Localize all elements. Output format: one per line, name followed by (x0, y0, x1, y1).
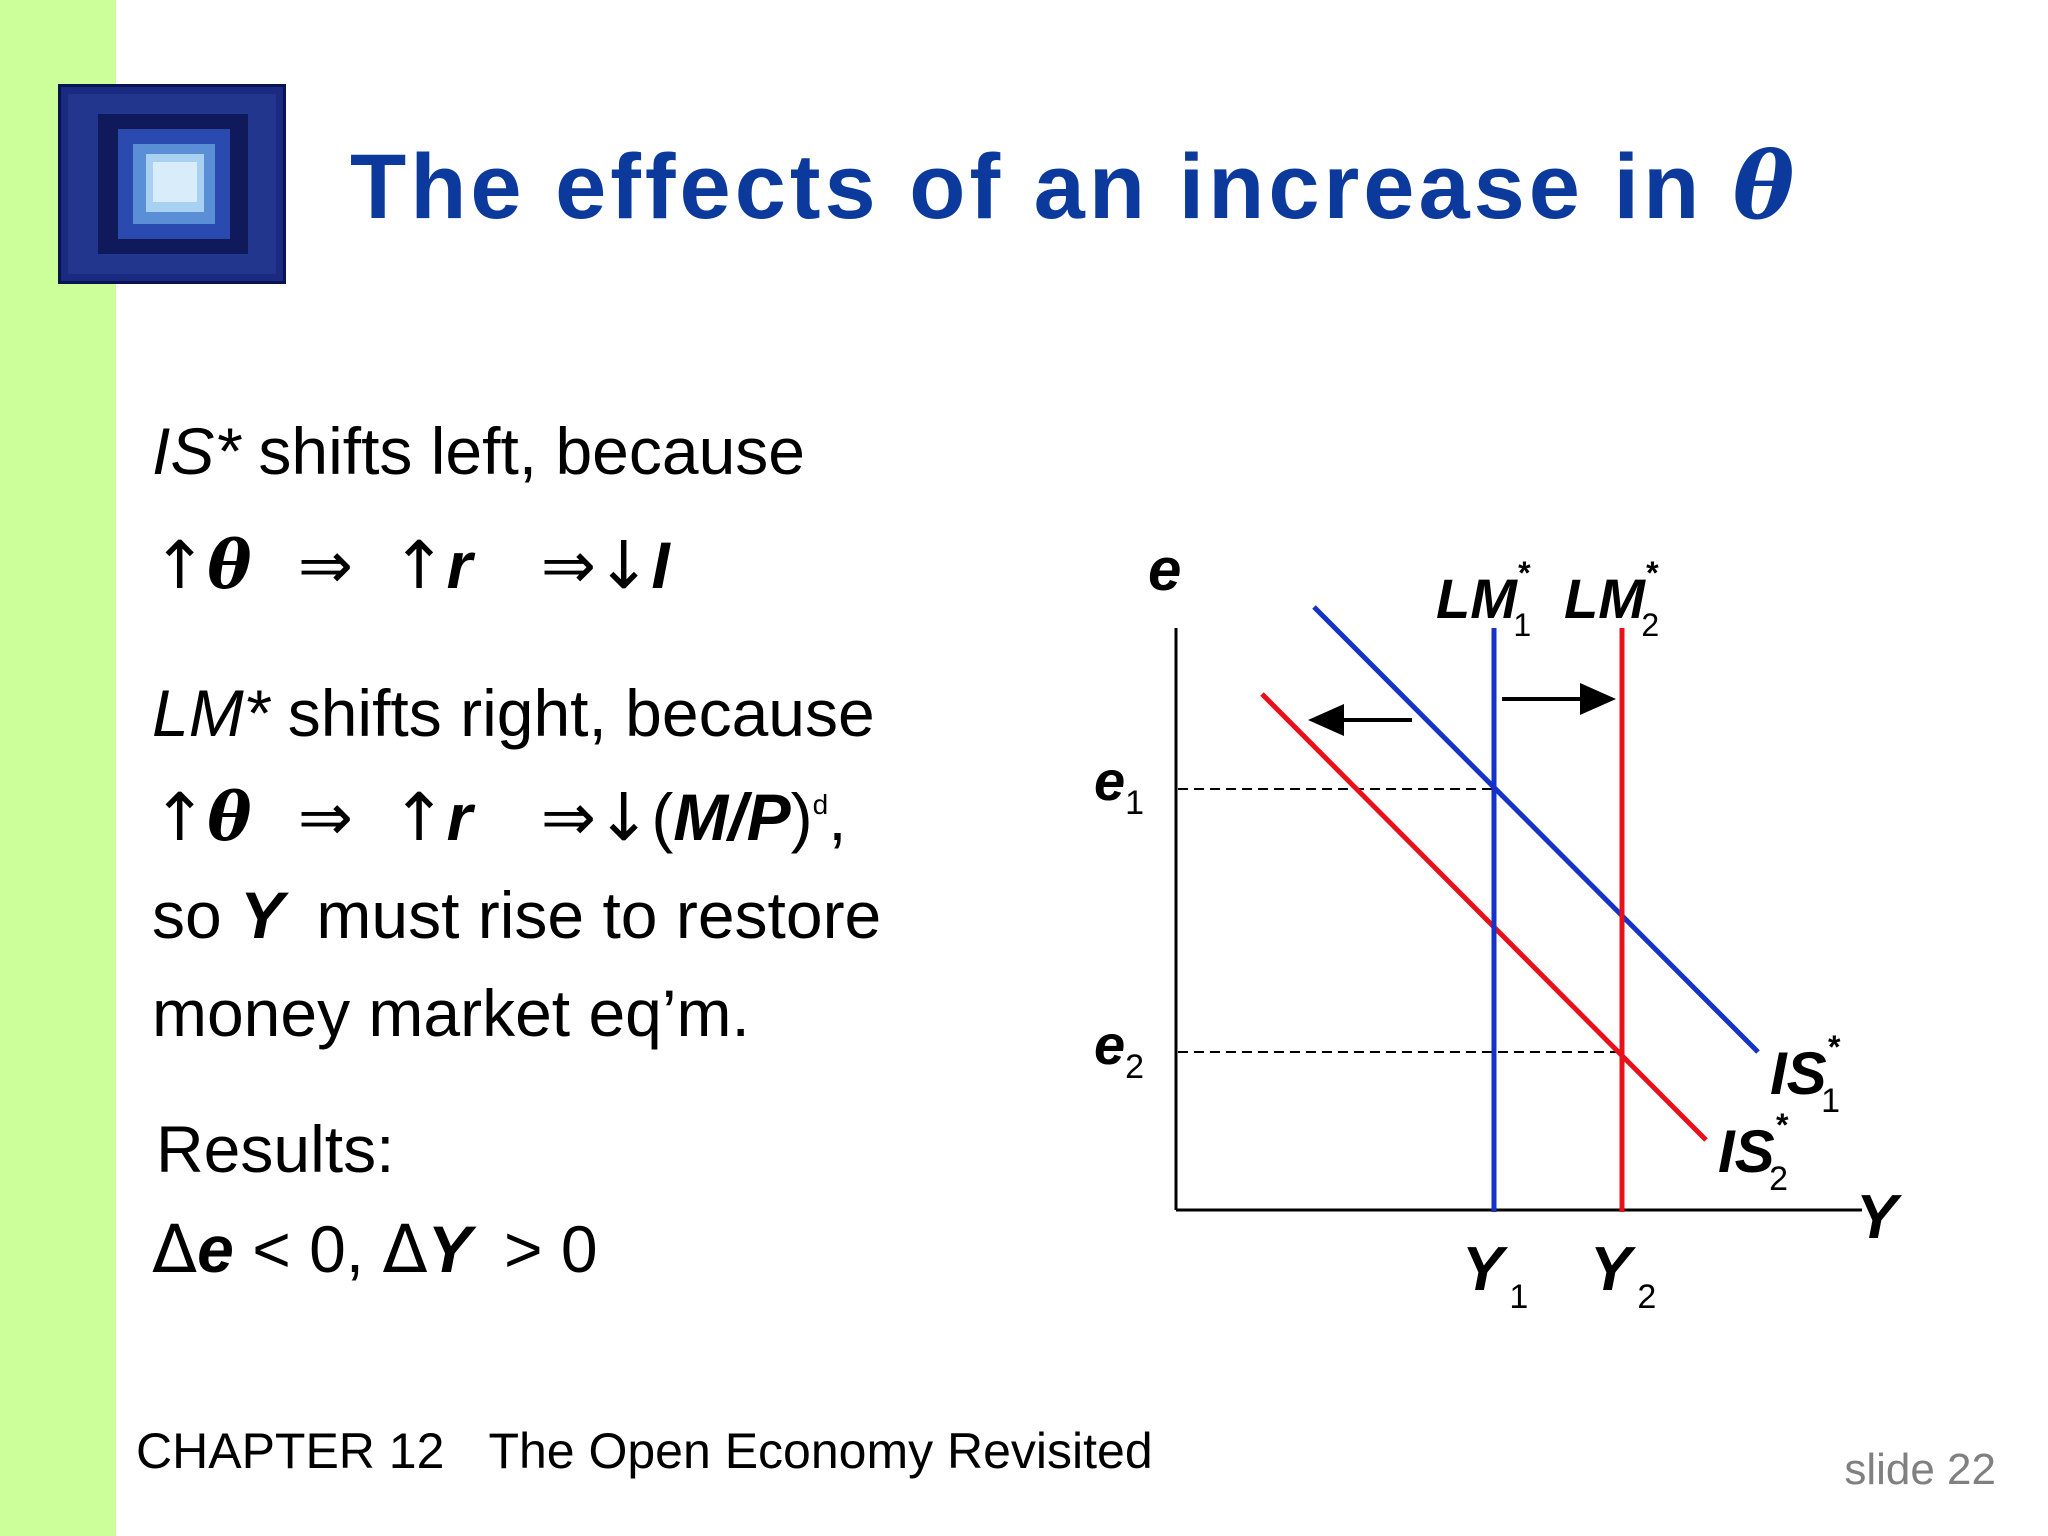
lm1-label: LM* 1 (1436, 555, 1531, 643)
lm-heading: LM* shifts right, because (152, 676, 875, 750)
title-theta-symbol: θ (1732, 132, 1799, 240)
lm-chain: ↑θ ⇒ ↑r ⇒↓(M/P)d, (152, 778, 847, 856)
slide-number: slide 22 (1844, 1445, 1996, 1494)
e2-label: e2 (1094, 1013, 1144, 1086)
axis-y-label: e (1148, 536, 1181, 603)
results-values: Δe < 0, ΔY > 0 (152, 1211, 598, 1288)
so-y-line: so Y must rise to restore (152, 878, 882, 952)
lm2-label: LM* 2 (1564, 555, 1659, 643)
e1-label: e1 (1094, 749, 1144, 822)
results-heading: Results: (156, 1112, 395, 1186)
axis-x-label: Y (1856, 1183, 1903, 1252)
is2-label: IS* 2 (1718, 1107, 1789, 1198)
slide-title: The effects of an increase in θ (350, 132, 1799, 240)
is2-curve (1260, 692, 1708, 1142)
is1-label: IS* 1 (1770, 1029, 1841, 1120)
is1-curve (1312, 605, 1760, 1054)
is-chain: ↑θ ⇒ ↑r ⇒↓I (152, 526, 670, 604)
footer-chapter: CHAPTER 12 The Open Economy Revisited (136, 1423, 1153, 1479)
money-market-line: money market eq’m. (152, 976, 750, 1050)
is-heading: IS* shifts left, because (152, 414, 806, 488)
logo-image (58, 84, 286, 284)
